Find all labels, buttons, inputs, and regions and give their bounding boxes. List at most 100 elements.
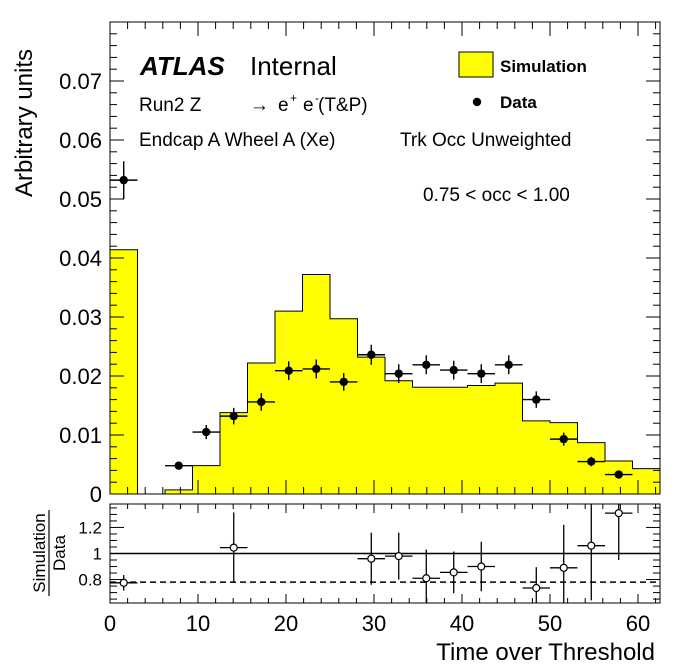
ratio-label-numerator: Simulation: [30, 513, 49, 592]
main-panel: 0 0.01 0.02 0.03 0.04 0.05 0.06 0.07 Arbitrary …: [11, 21, 661, 507]
ratio-point: [559, 563, 568, 572]
data-point: [449, 365, 458, 375]
x-tick-label: 60: [626, 611, 650, 636]
main-y-tick-label: 0.03: [59, 305, 102, 330]
ratio-points: [109, 504, 633, 603]
data-point: [367, 350, 376, 359]
data-point: [312, 364, 321, 374]
data-point: [174, 461, 183, 470]
data-point: [339, 377, 348, 387]
simulation-bar: [440, 387, 468, 494]
simulation-bar: [302, 274, 330, 494]
ratio-y-tick-label: 1.2: [78, 518, 102, 537]
simulation-bar: [577, 442, 605, 494]
main-y-axis-label: Arbitrary units: [11, 49, 38, 197]
region-label: Endcap A Wheel A (Xe): [139, 130, 335, 151]
ratio-point: [367, 554, 376, 563]
main-y-tick-label: 0.04: [59, 246, 102, 271]
data-point: [119, 175, 128, 185]
legend-data-label: Data: [500, 93, 537, 112]
main-frame: [109, 21, 661, 495]
simulation-bar: [467, 385, 495, 494]
data-point: [504, 360, 513, 369]
x-tick-label: 50: [538, 611, 562, 636]
data-point: [422, 360, 431, 369]
legend-data-marker: [472, 97, 482, 107]
internal-label: Internal: [250, 51, 337, 81]
ratio-point: [422, 574, 431, 583]
simulation-bar: [412, 387, 440, 494]
process-suffix: (T&P): [318, 95, 368, 116]
simulation-bar: [357, 357, 385, 494]
simulation-bar: [220, 412, 248, 494]
x-tick-label: 0: [104, 611, 116, 636]
ratio-y-axis-label: Simulation Data: [30, 510, 69, 596]
simulation-bar: [385, 380, 413, 494]
ratio-point: [394, 552, 403, 561]
data-point: [202, 427, 211, 437]
occupancy-label: 0.75 < occ < 1.00: [423, 185, 570, 206]
main-y-tick-label: 0.07: [59, 69, 102, 94]
x-tick-label: 30: [362, 611, 386, 636]
simulation-bar: [247, 363, 275, 494]
simulation-bar: [522, 420, 550, 494]
ratio-point: [587, 541, 596, 550]
ratio-point: [119, 578, 128, 587]
main-x-axis-ticks: [109, 22, 657, 494]
legend-simulation-swatch: [458, 51, 494, 78]
data-point: [394, 369, 403, 378]
data-point: [614, 470, 623, 479]
data-point: [477, 369, 486, 378]
ratio-y-tick-label: 0.8: [78, 571, 102, 590]
process-electron-2: e: [303, 95, 314, 116]
process-electron-1: e: [278, 95, 289, 116]
simulation-bar: [330, 318, 358, 494]
simulation-bar: [495, 383, 523, 494]
atlas-label: ATLAS: [139, 51, 225, 81]
ratio-point: [449, 568, 458, 577]
x-tick-label: 40: [450, 611, 474, 636]
data-point: [587, 457, 596, 466]
x-axis-label: Time over Threshold: [436, 639, 655, 666]
main-y-tick-label: 0.05: [59, 187, 102, 212]
ratio-reference-lines: [110, 552, 660, 583]
simulation-outline: [109, 249, 661, 495]
main-y-tick-label: 0.01: [59, 423, 102, 448]
simulation-bar: [275, 311, 303, 494]
data-point: [532, 395, 541, 404]
data-point: [257, 397, 266, 407]
process-charge-minus: -: [315, 91, 319, 105]
process-prefix: Run2 Z: [139, 95, 202, 116]
ratio-point: [229, 543, 238, 552]
data-points: [109, 161, 633, 479]
ratio-label-denominator: Data: [50, 535, 69, 571]
x-tick-label: 20: [274, 611, 298, 636]
process-label: Run2 Z → e + e - (T&P): [139, 91, 368, 116]
data-point: [284, 366, 293, 375]
ratio-point: [614, 509, 623, 518]
simulation-bar: [165, 489, 193, 494]
data-point: [559, 434, 568, 444]
data-point: [229, 411, 238, 421]
weighting-label: Trk Occ Unweighted: [400, 130, 571, 151]
legend: Simulation Data: [458, 51, 587, 112]
ratio-point: [477, 562, 486, 571]
ratio-frame: [109, 503, 661, 604]
main-y-tick-label: 0.02: [59, 364, 102, 389]
simulation-histogram: [109, 249, 661, 495]
legend-simulation-label: Simulation: [500, 57, 587, 76]
ratio-point: [532, 583, 541, 593]
x-tick-label: 10: [186, 611, 210, 636]
simulation-bar: [110, 249, 138, 494]
ratio-panel: 0.8 1 1.2 0 10 20 30 40 50 60 Simulation Data Ti…: [30, 503, 661, 666]
main-y-tick-label: 0.06: [59, 128, 102, 153]
ratio-y-axis-ticks: 0.8 1 1.2: [78, 507, 660, 600]
process-charge-plus: +: [290, 91, 297, 105]
main-y-axis-ticks: 0 0.01 0.02 0.03 0.04 0.05 0.06 0.07: [59, 33, 660, 507]
main-y-tick-label: 0: [90, 482, 102, 507]
ratio-x-axis-ticks: 0 10 20 30 40 50 60: [104, 504, 657, 636]
process-arrow: →: [250, 95, 269, 116]
ratio-y-tick-label: 1: [93, 545, 102, 564]
